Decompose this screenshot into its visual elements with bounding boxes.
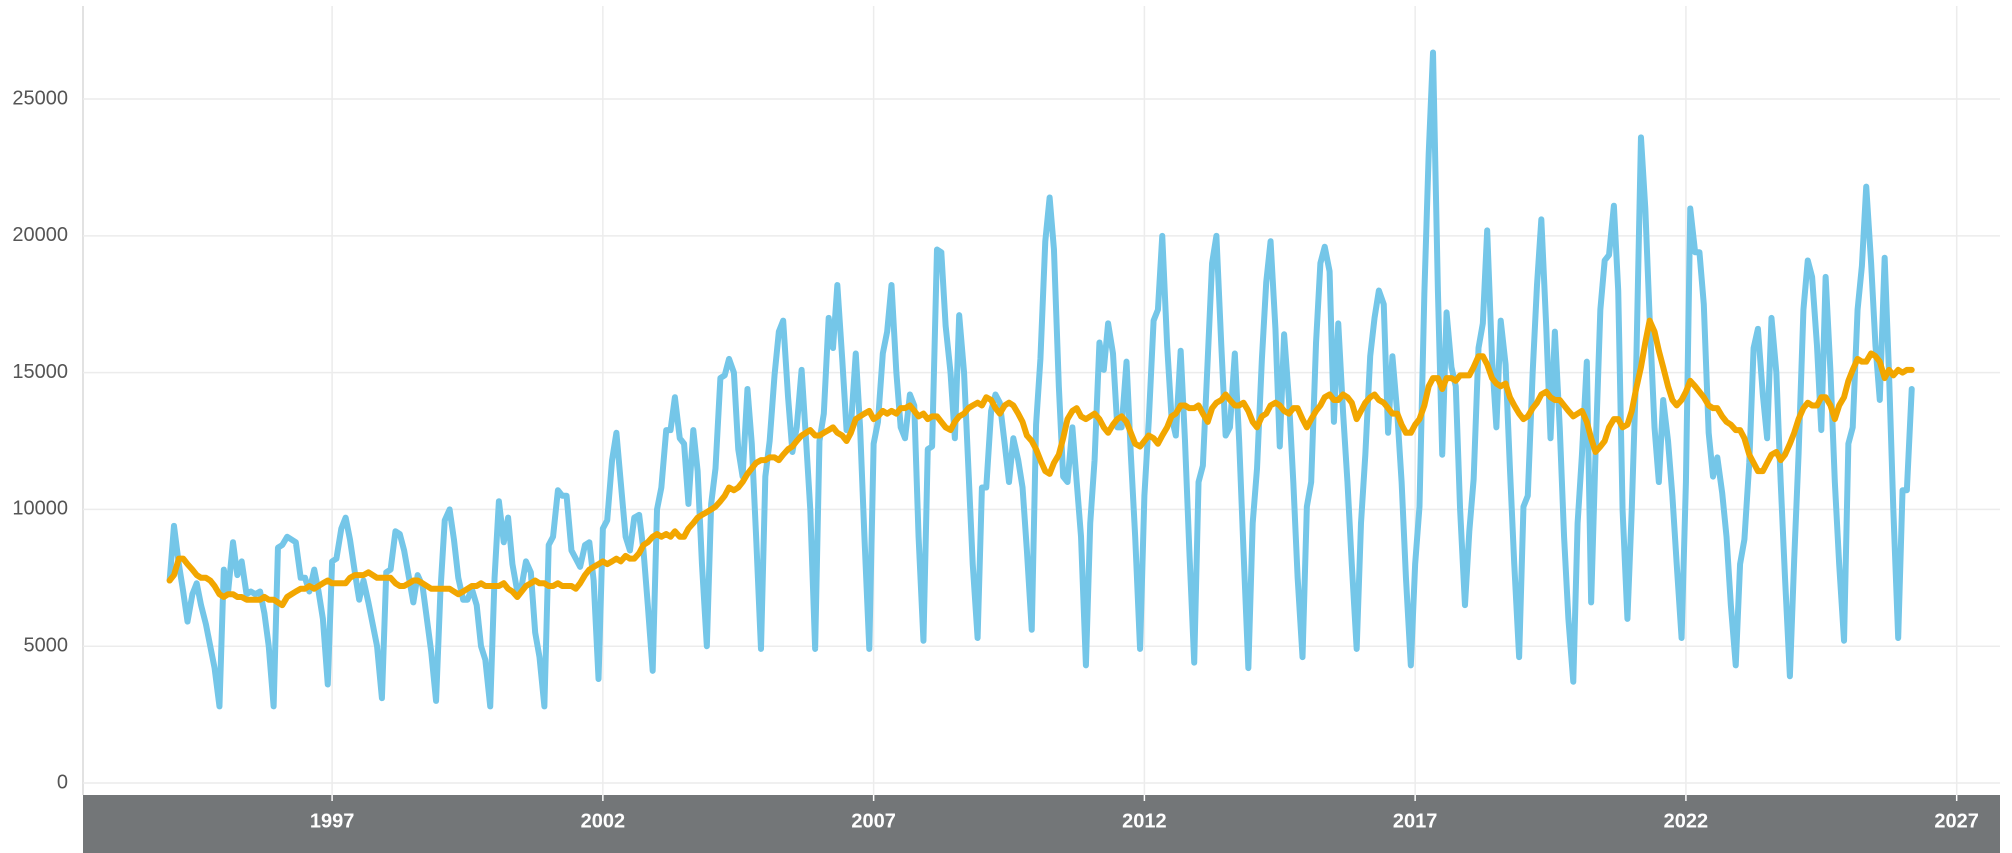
grid — [83, 6, 2000, 795]
tick-labels: 0 5000 10000 15000 20000 25000 1997 2002 2007 201… — [12, 87, 1979, 832]
plot-area — [166, 49, 1915, 710]
y-tick-label: 5000 — [24, 634, 69, 656]
x-tick-label: 2012 — [1122, 810, 1167, 832]
series-line — [166, 49, 1915, 710]
y-tick-label: 20000 — [12, 224, 68, 246]
x-tick-label: 2007 — [851, 810, 896, 832]
x-tick-label: 2022 — [1664, 810, 1709, 832]
y-tick-label: 10000 — [12, 498, 68, 520]
y-tick-label: 25000 — [12, 87, 68, 109]
y-tick-label: 15000 — [12, 361, 68, 383]
x-tick-label: 2027 — [1934, 810, 1979, 832]
x-tick-label: 1997 — [310, 810, 355, 832]
x-axis-band — [83, 795, 2000, 853]
x-tick-label: 2017 — [1393, 810, 1438, 832]
x-tick-label: 2002 — [581, 810, 626, 832]
y-tick-label: 0 — [57, 771, 68, 793]
series-line — [166, 317, 1915, 609]
